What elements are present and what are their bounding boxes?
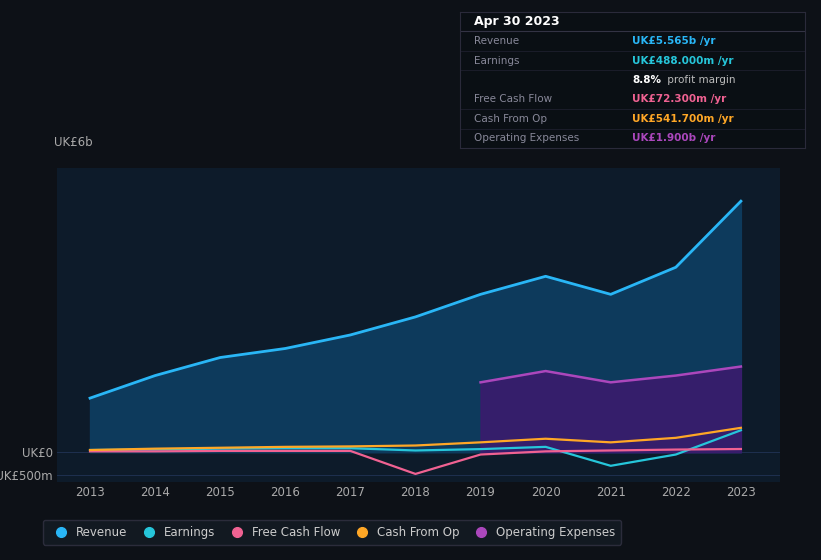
Text: UK£1.900b /yr: UK£1.900b /yr [632,133,716,143]
Text: profit margin: profit margin [663,75,735,85]
Text: 8.8%: 8.8% [632,75,662,85]
Text: Cash From Op: Cash From Op [474,114,547,124]
Text: UK£488.000m /yr: UK£488.000m /yr [632,55,734,66]
Text: UK£541.700m /yr: UK£541.700m /yr [632,114,734,124]
Text: UK£72.300m /yr: UK£72.300m /yr [632,95,727,104]
Text: UK£6b: UK£6b [54,136,93,149]
Legend: Revenue, Earnings, Free Cash Flow, Cash From Op, Operating Expenses: Revenue, Earnings, Free Cash Flow, Cash … [43,520,621,545]
Text: Operating Expenses: Operating Expenses [474,133,579,143]
Text: Earnings: Earnings [474,55,520,66]
Text: Apr 30 2023: Apr 30 2023 [474,15,559,28]
Text: UK£5.565b /yr: UK£5.565b /yr [632,36,716,46]
Text: Free Cash Flow: Free Cash Flow [474,95,552,104]
Text: Revenue: Revenue [474,36,519,46]
